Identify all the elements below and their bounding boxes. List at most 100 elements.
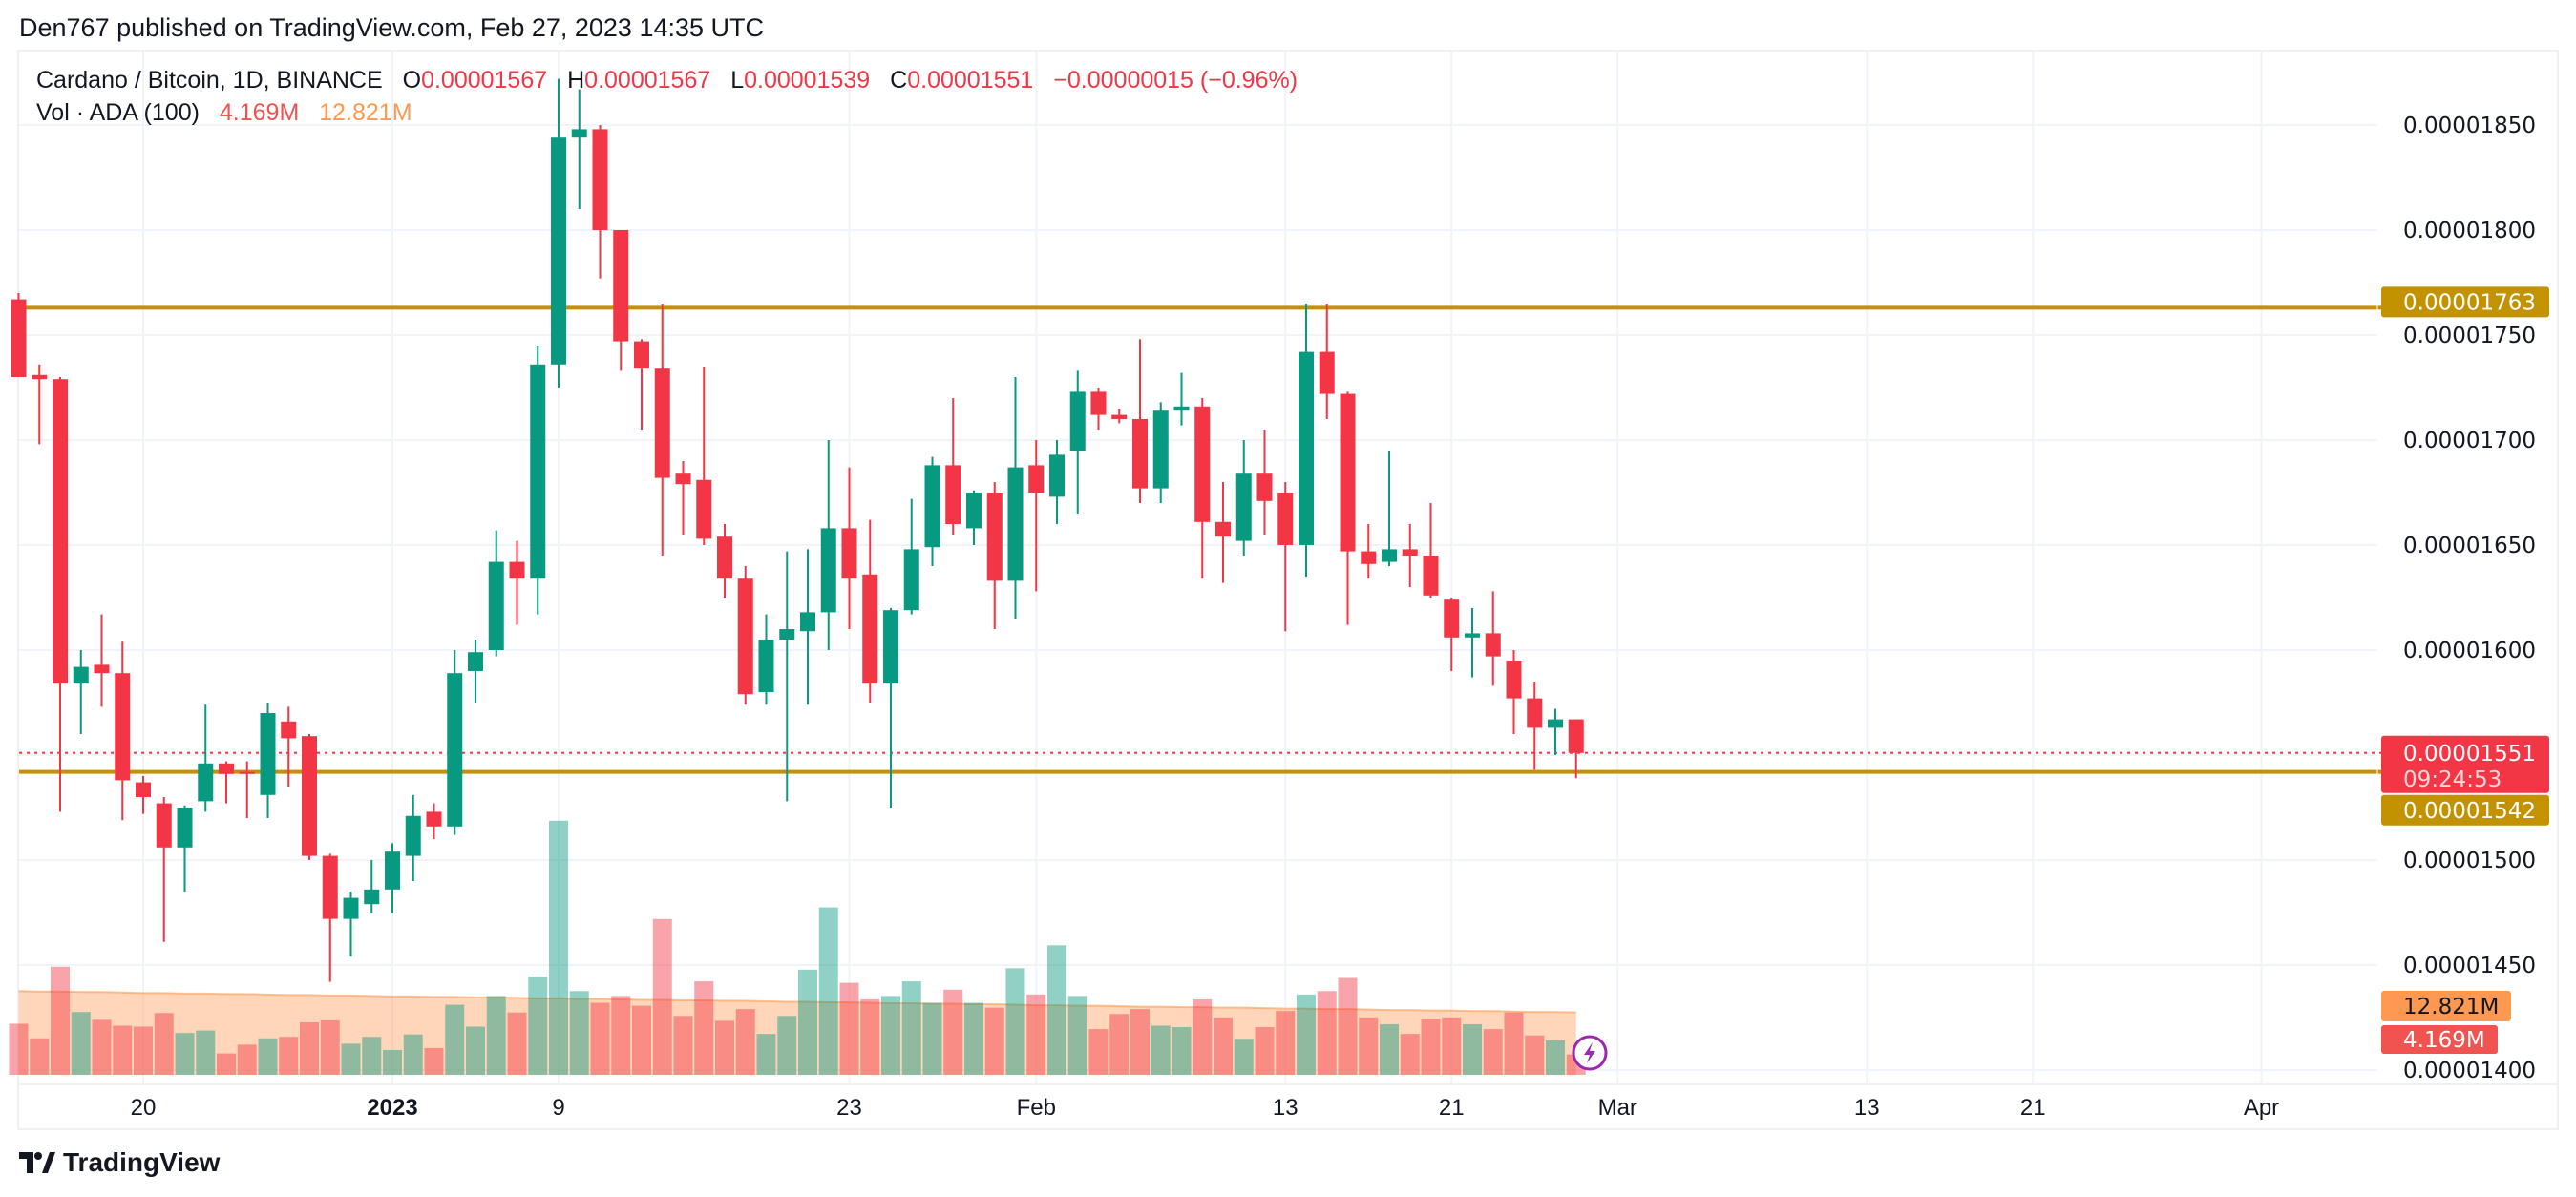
support-price-tag [2381,794,2549,826]
candle-body [800,612,815,632]
volume-bar [756,1034,776,1075]
candle-body [530,364,546,579]
volume-bar [113,1025,133,1075]
volume-bar [590,1002,610,1075]
candle-body [883,610,898,684]
close-value: 0.00001551 [907,67,1034,94]
volume-bar [51,966,70,1075]
volume-bar [1338,977,1358,1075]
price-tick-label: 0.00001500 [2403,849,2536,873]
candle-body [986,493,1003,581]
volume-bar [673,1016,693,1075]
volume-bar [1400,1034,1420,1075]
candle-body [53,379,68,684]
publisher-line: Den767 published on TradingView.com, Feb… [19,13,765,42]
candle-body [1194,406,1211,522]
volume-bar [839,982,859,1075]
volume-ma-line [18,990,1576,1014]
horizontal-levels [19,305,2387,774]
bar-countdown: 09:24:53 [2403,767,2502,792]
close-label: C [890,67,908,94]
volume-pane [9,820,1586,1075]
price-tick-label: 0.00001700 [2403,429,2536,453]
candle-body [1444,599,1460,638]
volume-ma-value: 12.821M [319,99,412,126]
volume-bar [1088,1029,1109,1075]
candle-body [94,664,110,674]
candle-body [447,673,463,827]
volume-legend: Vol · ADA (100) 4.169M 12.821M [36,99,412,127]
candle-body [177,808,193,848]
lightning-icon [1584,1042,1595,1063]
candle-body [1069,391,1086,451]
candle-body [509,561,525,579]
candle-body [737,578,753,695]
volume-bar [383,1049,402,1075]
time-tick-label: Feb [1017,1095,1056,1121]
volume-bar [237,1044,257,1075]
resistance-price-label: 0.00001763 [2403,290,2536,315]
ohlc-legend: Cardano / Bitcoin, 1D, BINANCE O 0.000015… [36,67,1298,94]
volume-bar [320,1019,340,1075]
volume-bar [1214,1017,1233,1075]
tradingview-logo[interactable]: TradingView [19,1147,220,1178]
candle-body [945,465,961,524]
volume-bar [1172,1027,1192,1075]
volume-bar [1193,998,1213,1075]
candle-body [1090,391,1107,415]
time-tick-label: 21 [1439,1095,1465,1121]
change-value: −0.00000015 (−0.96%) [1053,67,1299,94]
volume-bar [1255,1027,1275,1075]
candle-body [322,855,338,919]
volume-bar [1234,1039,1254,1075]
volume-ma-label: 12.821M [2403,995,2499,1019]
volume-bar [279,1037,299,1075]
candle-body [1423,556,1439,596]
low-label: L [730,67,745,94]
volume-bar [1463,1023,1482,1075]
volume-bar [569,991,589,1075]
volume-bar [798,969,817,1075]
volume-bar [1525,1035,1545,1075]
volume-bar [9,1023,29,1075]
last-price-tag [2381,735,2549,793]
candle-body [1548,719,1563,728]
candle-body [488,561,504,650]
high-label: H [567,67,585,94]
volume-bar [735,1009,755,1075]
volume-bar [901,981,921,1075]
candle-body [758,640,774,692]
volume-bar [92,1019,112,1075]
candle-body [1299,351,1314,545]
volume-bar [466,1026,485,1075]
volume-ma-area [18,991,1576,1075]
candle-body [820,528,836,613]
price-tick-label: 0.00001800 [2403,219,2536,243]
candle-body [1277,493,1294,545]
candle-body [634,341,649,369]
volume-title[interactable]: Vol · ADA (100) [36,99,200,126]
volume-bar [1380,1023,1399,1075]
volume-bar [1109,1014,1130,1075]
volume-bar [632,1005,651,1075]
price-tick-label: 0.00001600 [2403,639,2536,663]
volume-bar [777,1016,797,1075]
candle-body [1132,419,1148,489]
candle-body [1382,549,1397,562]
volume-bar [175,1033,195,1075]
candle-body [779,629,795,640]
volume-bar [943,989,963,1075]
candle-body [1402,549,1418,556]
open-label: O [402,67,422,94]
volume-bar [1317,991,1337,1075]
support-price-label: 0.00001542 [2403,799,2536,824]
price-tick-label: 0.00001400 [2403,1059,2536,1083]
symbol-title[interactable]: Cardano / Bitcoin, 1D, BINANCE [36,67,383,94]
volume-bar [362,1037,382,1075]
candle-body [1527,698,1543,728]
volume-bar [881,996,900,1075]
candle-body [571,129,587,138]
candle-body [364,889,380,905]
candle-body [302,736,317,856]
